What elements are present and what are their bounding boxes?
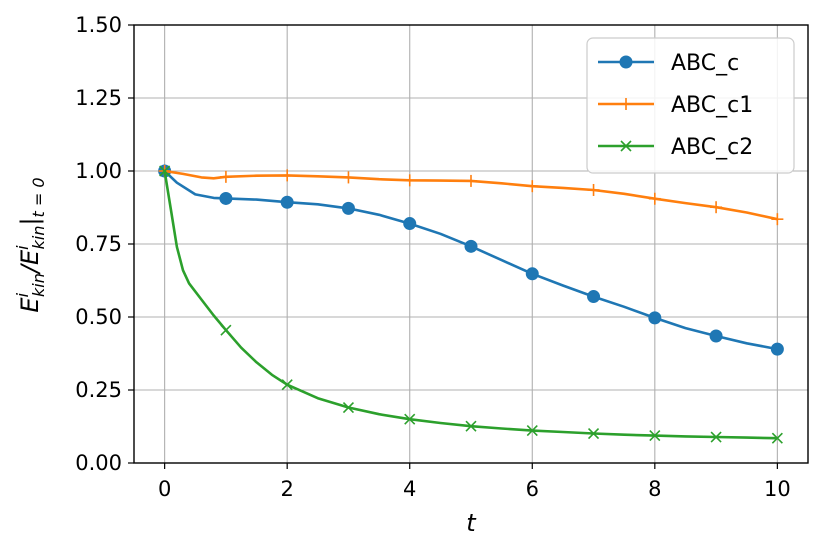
data-point: [403, 174, 416, 187]
data-point: [281, 379, 293, 391]
series-line: [163, 170, 778, 351]
data-point: [771, 432, 783, 444]
y-axis-title: Eikin/Eikin|t = 0: [13, 177, 48, 312]
legend-marker: [620, 140, 632, 152]
legend-label: ABC_c: [671, 51, 739, 76]
data-point: [159, 165, 171, 177]
x-tick-label: 2: [280, 477, 293, 501]
legend-label: ABC_c2: [671, 135, 753, 160]
y-tick-label: 0.75: [75, 232, 122, 256]
data-point: [526, 180, 539, 193]
y-tick-label: 1.50: [75, 13, 122, 37]
x-tick-label: 6: [526, 477, 539, 501]
data-point: [710, 201, 723, 214]
x-tick-label: 10: [764, 477, 791, 501]
data-point: [465, 420, 477, 432]
data-point: [342, 401, 355, 414]
data-point: [404, 413, 416, 425]
data-point: [709, 329, 723, 343]
data-point: [710, 431, 722, 443]
legend: ABC_c ABC_c1 ABC_c2: [586, 37, 795, 174]
data-point: [280, 195, 294, 209]
legend-marker: [620, 98, 632, 110]
data-point: [587, 290, 601, 304]
y-tick-label: 0.50: [75, 305, 122, 329]
legend-item: ABC_c2: [598, 135, 753, 160]
data-point: [587, 183, 600, 196]
y-tick-label: 0.00: [75, 451, 122, 475]
legend-label: ABC_c1: [671, 93, 753, 118]
legend-items: ABC_c ABC_c1 ABC_c2: [598, 51, 753, 160]
y-tick-label: 1.00: [75, 159, 122, 183]
axis-ticks: 0 2 4 6 8 10 0.00 0.25 0.50 0.75 1.00 1.25 1.50: [75, 13, 790, 501]
y-label-sub2: kin: [29, 226, 48, 250]
data-point: [770, 342, 784, 356]
y-label-mid: /E: [16, 249, 44, 275]
series-ABC_c: [158, 164, 784, 356]
data-point: [649, 429, 661, 442]
data-point: [648, 311, 662, 325]
data-point: [771, 213, 784, 226]
data-point: [526, 425, 538, 437]
y-label-sup2: i: [13, 245, 32, 250]
series-ABC_c1: [158, 165, 784, 226]
data-point: [281, 169, 294, 182]
y-label-sub: kin: [29, 273, 48, 297]
y-tick-label: 0.25: [75, 378, 122, 402]
x-tick-label: 0: [158, 477, 171, 501]
data-point: [465, 174, 477, 187]
x-tick-label: 8: [648, 477, 661, 501]
data-point: [648, 192, 661, 205]
y-tick-label: 1.25: [75, 86, 122, 110]
data-point: [220, 324, 232, 336]
data-point: [219, 191, 233, 205]
series-line: [163, 170, 778, 440]
legend-item: ABC_c: [598, 51, 739, 76]
y-label-tail-sub: t = 0: [29, 177, 48, 217]
legend-marker: [619, 55, 633, 69]
legend-box: [586, 37, 795, 174]
data-point: [341, 201, 355, 215]
y-label-bar: |: [16, 217, 44, 225]
data-point: [219, 170, 232, 183]
data-point: [587, 427, 600, 440]
y-label-e: E: [16, 297, 44, 313]
y-label-sup: i: [13, 292, 32, 297]
plot-series: [158, 164, 784, 444]
data-point: [464, 239, 478, 253]
data-point: [525, 267, 539, 281]
data-point: [342, 171, 355, 184]
series-ABC_c2: [159, 165, 783, 444]
data-point: [403, 217, 417, 231]
x-axis-title: t: [466, 509, 477, 537]
x-tick-label: 4: [403, 477, 416, 501]
legend-item: ABC_c1: [598, 93, 753, 118]
